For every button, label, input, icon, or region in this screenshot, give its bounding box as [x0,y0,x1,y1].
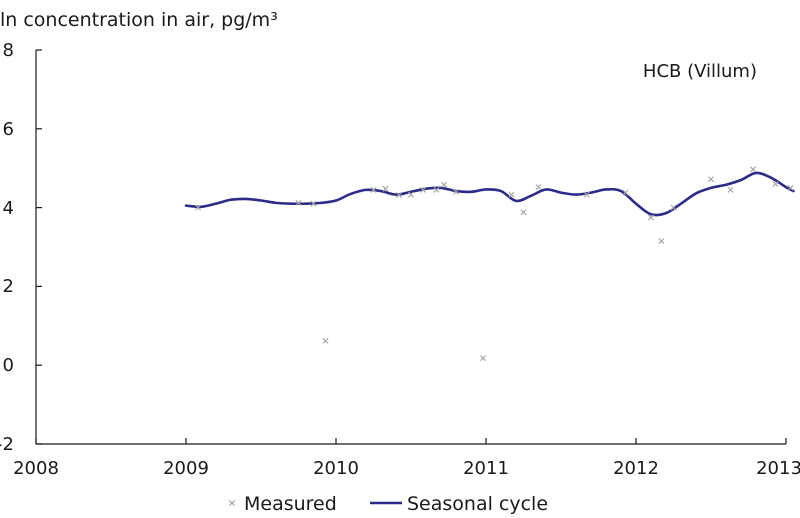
x-tick-label: 2010 [313,458,359,479]
measured-point [535,184,542,191]
measured-point-stroke [452,188,460,195]
measured-point-stroke [508,191,515,198]
measured-point-stroke [322,337,329,344]
legend-item-measured: Measured [228,493,337,515]
measured-point [395,191,403,199]
legend-marker-x [228,499,236,507]
measured-point-stroke [749,166,757,173]
chart-annotation: HCB (Villum) [643,61,757,82]
measured-point [295,199,302,206]
measured-point-stroke [433,186,440,193]
measured-point [670,204,677,211]
measured-point-stroke [707,176,715,183]
measured-point-stroke [310,200,317,207]
measured-point [407,191,415,198]
x-ticks: 2008 2009 2010 2011 2012 2013 [13,438,800,479]
measured-point [452,188,460,195]
measured-point-stroke [395,191,403,199]
x-tick-label: 2013 [756,458,800,479]
legend: Measured Seasonal cycle [228,493,548,515]
y-tick-label: 0 [3,355,14,376]
measured-point [727,186,734,193]
measured-point-stroke [772,180,779,187]
measured-point [322,337,329,344]
measured-point [440,181,448,188]
measured-point [749,166,757,173]
measured-point [419,186,427,193]
measured-point [382,185,389,192]
measured-point-stroke [194,204,202,211]
measured-point-stroke [787,184,794,191]
y-tick-label: -2 [0,434,14,455]
measured-point-stroke [370,186,377,193]
legend-label-measured: Measured [244,493,337,515]
measured-point [658,238,665,245]
measured-point-stroke [479,355,487,362]
measured-point-stroke [419,186,427,193]
measured-point [370,186,377,193]
seasonal-cycle-line [184,171,795,217]
x-tick-label: 2012 [613,458,659,479]
measured-point [479,355,487,362]
y-tick-label: 8 [3,40,14,61]
measured-point [520,209,527,216]
measured-point-stroke [647,214,655,221]
measured-point [194,204,202,211]
measured-point-stroke [670,204,677,211]
legend-label-seasonal-cycle: Seasonal cycle [407,493,548,515]
measured-point [508,191,515,198]
measured-point [583,191,590,198]
x-tick-label: 2008 [13,458,59,479]
measured-point [647,214,655,221]
measured-point [772,180,779,187]
measured-points [194,166,794,362]
measured-point-stroke [535,184,542,191]
y-ticks: -2 0 2 4 6 8 [0,40,42,455]
measured-point-stroke [727,186,734,193]
measured-point-stroke [295,199,302,206]
measured-point-stroke [658,238,665,245]
y-axis-label: ln concentration in air, pg/m³ [0,9,278,31]
y-tick-label: 4 [3,198,14,219]
measured-point-stroke [407,191,415,198]
measured-point [787,184,794,191]
legend-marker-measured [228,499,236,507]
measured-point-stroke [583,191,590,198]
y-tick-label: 6 [3,119,14,140]
y-tick-label: 2 [3,276,14,297]
measured-point-stroke [622,189,629,196]
legend-marker-x-stroke [228,499,236,507]
legend-item-seasonal-cycle: Seasonal cycle [370,493,548,515]
measured-point-stroke [440,181,448,188]
x-tick-label: 2011 [463,458,509,479]
measured-point [622,189,629,196]
measured-point [433,186,440,193]
measured-point [707,176,715,183]
measured-point-stroke [382,185,389,192]
measured-point [310,200,317,207]
measured-point-stroke [520,209,527,216]
x-tick-label: 2009 [163,458,209,479]
